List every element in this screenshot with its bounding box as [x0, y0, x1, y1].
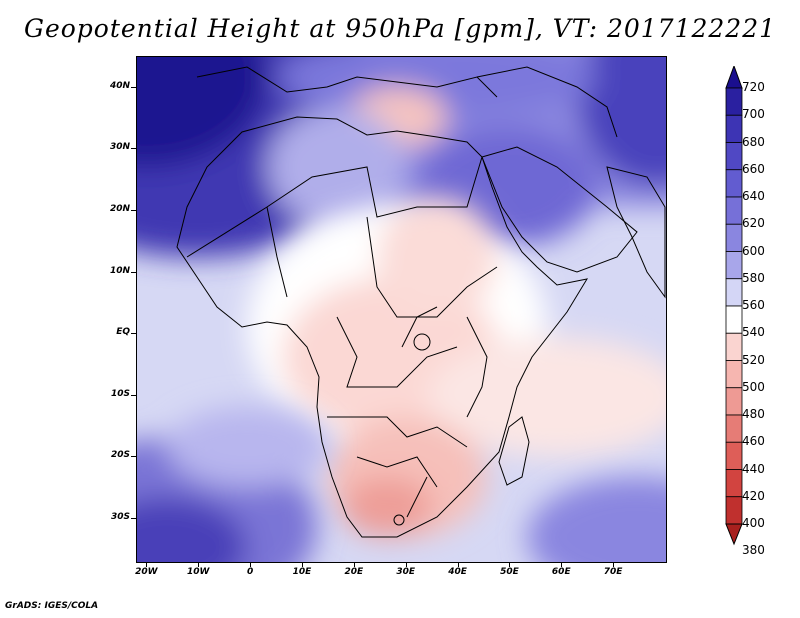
lat-label: EQ [116, 327, 130, 338]
lon-tick [405, 562, 407, 567]
colorbar-level-label: 480 [742, 407, 765, 421]
field-tropical-low [247, 197, 666, 537]
colorbar-level-label: 380 [742, 543, 765, 558]
colorbar-swatch [725, 251, 743, 280]
lat-label: 10N [109, 265, 130, 276]
lat-label: 20N [109, 203, 130, 214]
colorbar-swatch [725, 87, 743, 116]
footer-credit: GrADS: IGES/COLA [5, 601, 99, 611]
lat-tick [131, 333, 136, 335]
colorbar-swatch [725, 469, 743, 498]
colorbar-swatch [725, 169, 743, 198]
lat-tick [131, 271, 136, 273]
lat-tick [131, 148, 136, 150]
lon-label: 60E [551, 567, 571, 577]
colorbar-level-label: 680 [742, 134, 765, 149]
colorbar-swatch [725, 142, 743, 171]
colorbar-arrow-top [725, 66, 743, 89]
colorbar-level-label: 560 [742, 298, 765, 312]
colorbar-swatch [725, 305, 743, 334]
lon-tick [250, 562, 252, 567]
lat-tick [131, 209, 136, 211]
lat-label: 30N [109, 142, 130, 153]
colorbar-level-label: 420 [742, 488, 765, 503]
lon-tick [613, 562, 615, 567]
colorbar-level-label: 520 [742, 352, 765, 367]
colorbar-swatch [725, 387, 743, 416]
colorbar-level-label: 600 [742, 243, 765, 258]
lon-tick [353, 562, 355, 567]
lon-tick [301, 562, 303, 567]
colorbar-level-label: 720 [742, 80, 765, 94]
map-panel [136, 56, 667, 563]
lon-tick [146, 562, 148, 567]
lat-tick [131, 394, 136, 396]
colorbar-level-label: 400 [742, 516, 765, 530]
lat-tick [131, 456, 136, 458]
lat-label: 30S [110, 511, 130, 522]
colorbar-swatch [725, 332, 743, 361]
lon-label: 10W [187, 567, 210, 577]
lat-label: 40N [109, 80, 130, 91]
chart-title: Geopotential Height at 950hPa [gpm], VT:… [23, 14, 777, 43]
lat-label: 10S [110, 388, 130, 399]
lon-label: 70E [603, 567, 623, 577]
colorbar-level-label: 620 [742, 216, 765, 231]
colorbar-swatch [725, 196, 743, 225]
colorbar-level-label: 660 [742, 161, 765, 176]
lon-label: 20E [344, 567, 364, 577]
field-south-high [137, 407, 666, 562]
colorbar-swatch [725, 441, 743, 470]
colorbar-level-label: 500 [742, 379, 765, 394]
lon-label: 40E [448, 567, 467, 577]
colorbar-swatch [725, 414, 743, 443]
colorbar-swatch [725, 360, 743, 389]
colorbar [725, 66, 743, 546]
colorbar-level-label: 540 [742, 325, 765, 340]
lon-label: 50E [500, 567, 519, 577]
coastlines [176, 66, 666, 538]
colorbar-swatch [725, 496, 743, 525]
colorbar-arrow-bottom [725, 523, 743, 546]
lon-label: 20W [135, 567, 158, 577]
geopotential-map [137, 57, 666, 562]
lon-tick [509, 562, 511, 567]
lat-label: 20S [110, 450, 130, 461]
lon-tick [457, 562, 459, 567]
colorbar-level-label: 700 [742, 107, 765, 122]
colorbar-level-label: 640 [742, 189, 765, 203]
colorbar-swatch [725, 114, 743, 143]
colorbar-swatch [725, 278, 743, 307]
colorbar-swatch [725, 223, 743, 252]
colorbar-level-label: 440 [742, 461, 765, 476]
lon-label: 0 [246, 567, 254, 577]
lon-label: 30E [396, 567, 416, 577]
colorbar-level-label: 460 [742, 434, 765, 449]
lon-label: 10E [292, 567, 312, 577]
colorbar-level-label: 580 [742, 270, 765, 285]
lat-tick [131, 86, 136, 88]
lon-tick [561, 562, 563, 567]
lat-tick [131, 517, 136, 519]
lon-tick [198, 562, 200, 567]
